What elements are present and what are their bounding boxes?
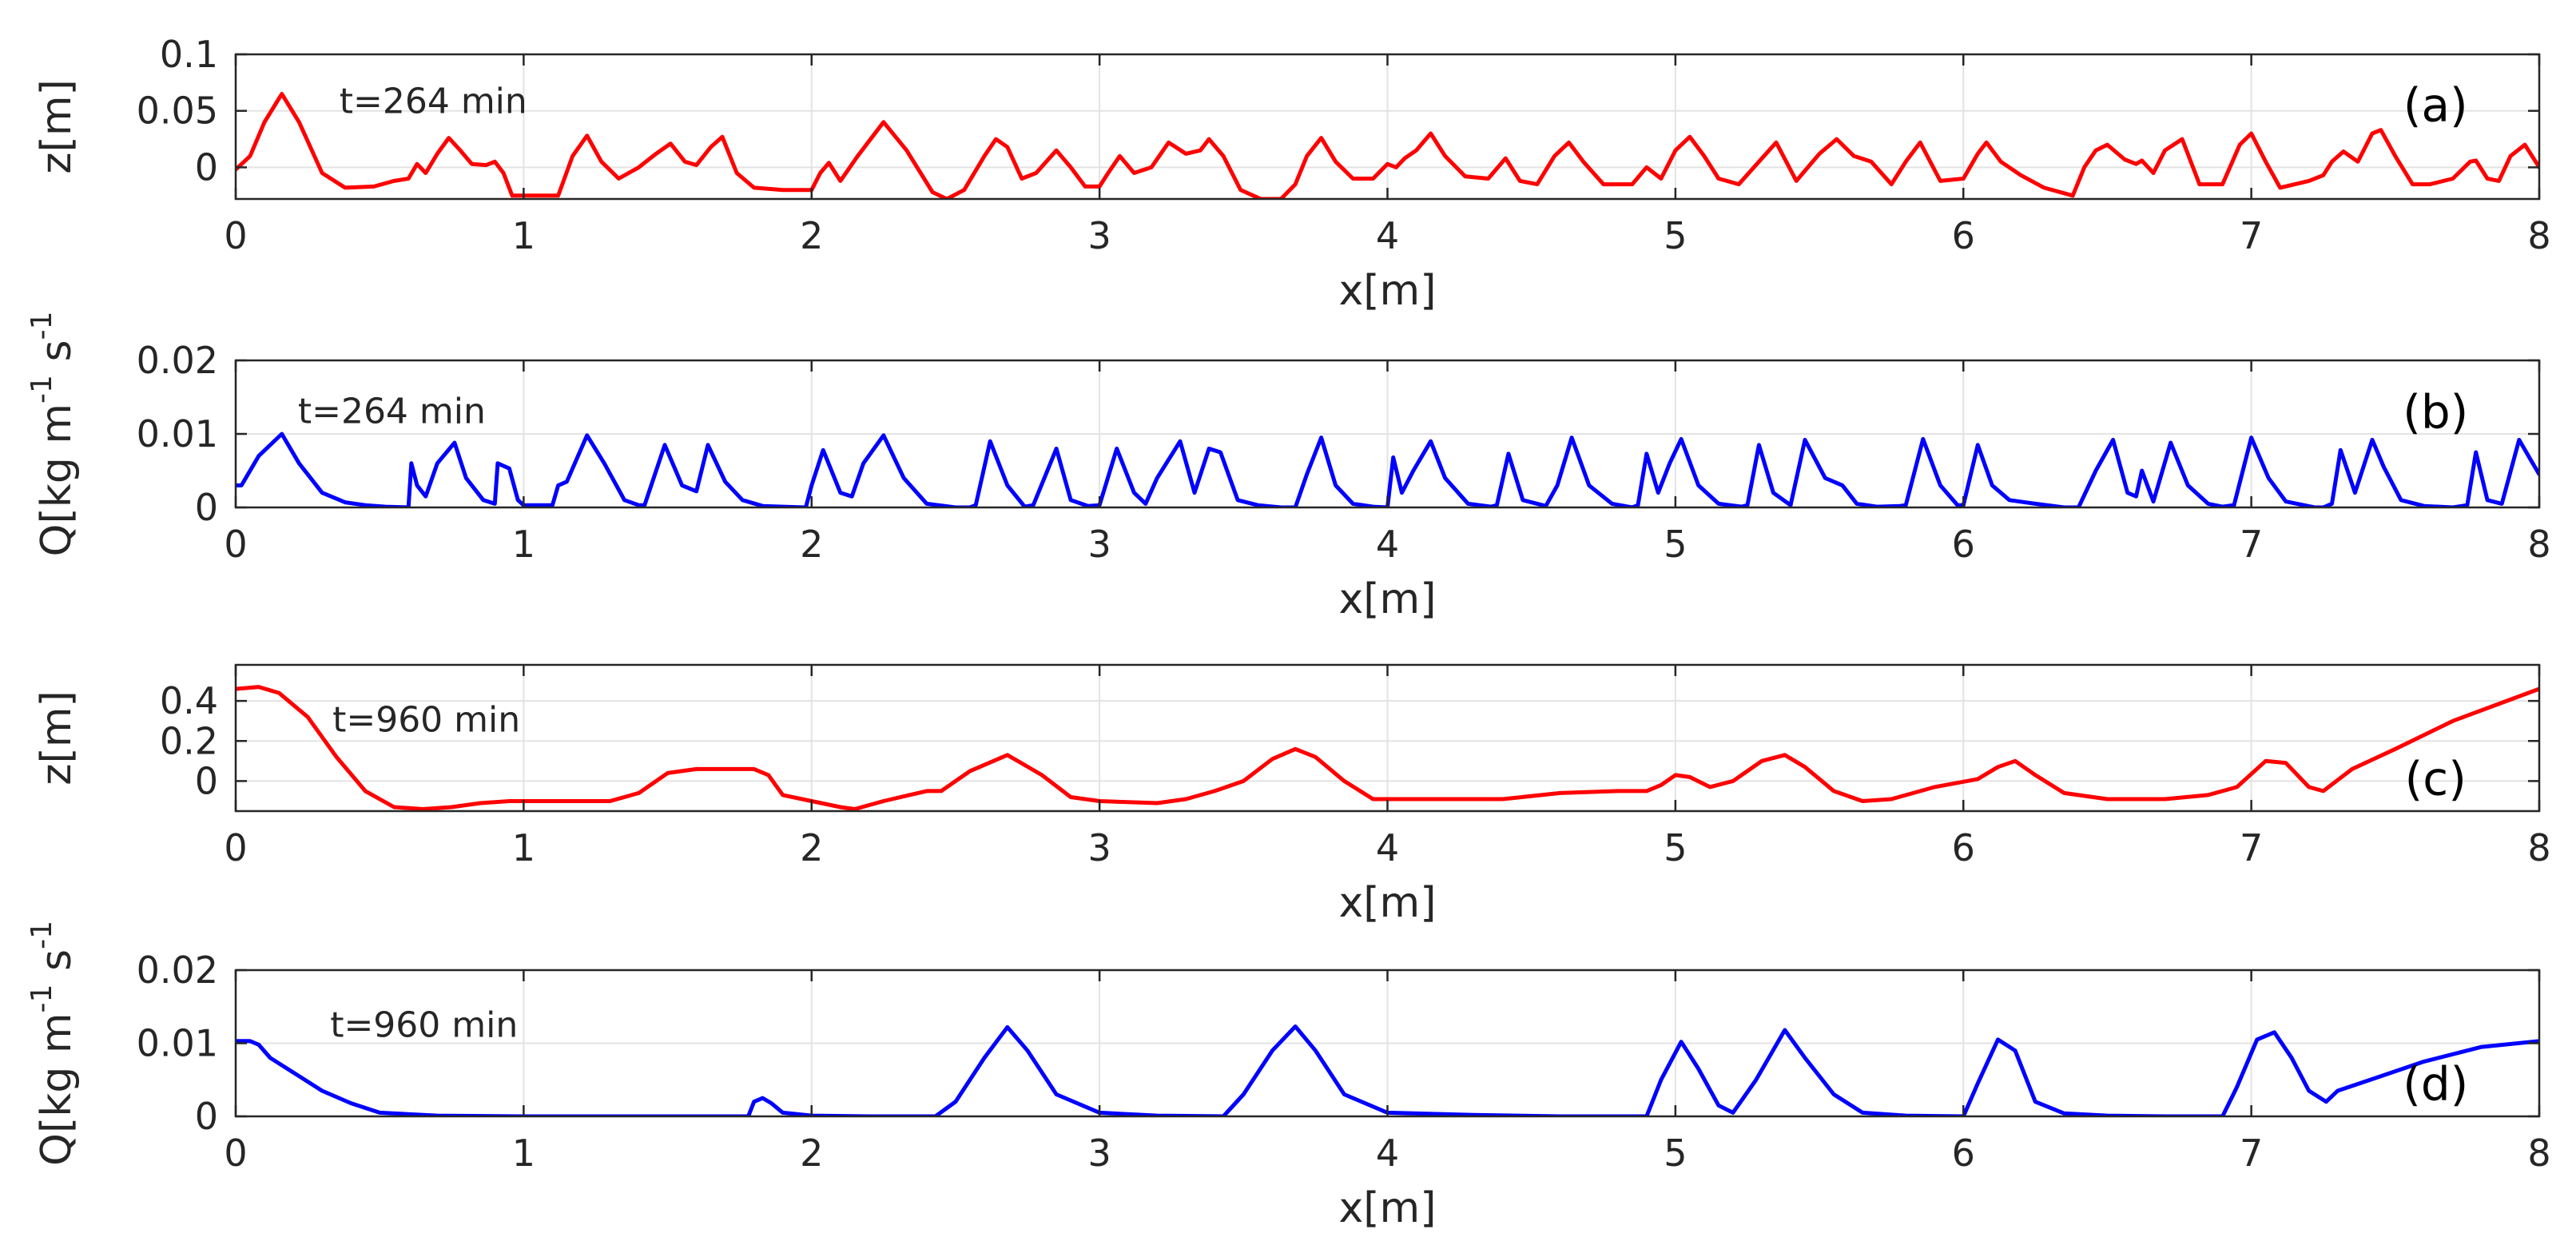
y-tick-label: 0	[195, 759, 218, 802]
x-axis-label: x[m]	[1338, 1184, 1436, 1232]
x-axis-label: x[m]	[1338, 267, 1436, 315]
x-tick-label: 6	[1952, 1132, 1975, 1175]
x-tick-label: 2	[800, 1132, 823, 1175]
y-axis-label: Q[kg m-1 s-1	[26, 921, 81, 1166]
x-tick-label: 4	[1376, 1132, 1399, 1175]
series-line	[236, 1024, 2539, 1116]
x-tick-label: 5	[1664, 826, 1687, 869]
x-tick-label: 3	[1087, 523, 1111, 566]
time-annotation: t=960 min	[330, 1005, 518, 1046]
x-tick-label: 5	[1664, 523, 1687, 566]
x-tick-label: 6	[1952, 214, 1975, 257]
panel-c: 0 1 2 3 4 5 6 7 800.20.4x[m]z[m] t=960 min(c)	[33, 663, 2551, 927]
y-tick-label: 0.2	[160, 719, 218, 762]
x-tick-label: 7	[2240, 1132, 2263, 1175]
panel-tag: (b)	[2403, 384, 2468, 439]
x-tick-label: 8	[2527, 523, 2550, 566]
series-line	[236, 92, 2539, 199]
x-tick-label: 1	[512, 523, 535, 566]
x-tick-label: 6	[1952, 523, 1975, 566]
y-axis-label: Q[kg m-1 s-1	[26, 312, 81, 557]
time-annotation: t=960 min	[332, 700, 520, 741]
y-axis-label: z[m]	[33, 79, 81, 174]
panel-b: 0 1 2 3 4 5 6 7 8 0 0.01 0.02 x[m] Q[kg m-1 s-1 t=264 …	[26, 312, 2551, 623]
x-tick-label: 1	[512, 214, 535, 257]
y-tick-label: 0.02	[137, 949, 218, 992]
x-tick-label: 5	[1664, 214, 1687, 257]
x-tick-label: 2	[800, 523, 823, 566]
y-axis-label: z[m]	[33, 690, 81, 786]
x-tick-label: 0	[224, 214, 247, 257]
series-line	[236, 432, 2539, 507]
y-tick-label: 0	[195, 1095, 218, 1138]
x-tick-label: 8	[2527, 1132, 2550, 1175]
y-tick-label: 0.01	[137, 1022, 218, 1065]
time-annotation: t=264 min	[298, 391, 486, 432]
x-tick-label: 0	[224, 826, 247, 869]
y-tick-label: 0	[195, 486, 218, 529]
x-tick-label: 1	[512, 1132, 535, 1175]
x-tick-label: 3	[1087, 826, 1111, 869]
x-tick-label: 2	[800, 826, 823, 869]
x-tick-label: 7	[2240, 214, 2263, 257]
panel-tag: (d)	[2403, 1057, 2468, 1112]
y-tick-label: 0	[195, 145, 218, 189]
x-tick-label: 4	[1376, 826, 1399, 869]
x-tick-label: 5	[1664, 1132, 1687, 1175]
x-tick-label: 7	[2240, 523, 2263, 566]
panel-tag: (c)	[2405, 752, 2467, 806]
x-tick-label: 0	[224, 523, 247, 566]
y-tick-label: 0.1	[160, 33, 218, 76]
x-tick-label: 6	[1952, 826, 1975, 869]
y-tick-label: 0.4	[160, 679, 218, 722]
y-tick-label: 0.02	[137, 339, 218, 382]
x-axis-label: x[m]	[1338, 575, 1436, 623]
panel-d: 0 1 2 3 4 5 6 7 8 0 0.01 0.02 x[m] Q[kg m-1 s-1 t=960 …	[26, 921, 2551, 1232]
x-tick-label: 1	[512, 826, 535, 869]
x-tick-label: 4	[1376, 214, 1399, 257]
x-tick-label: 2	[800, 214, 823, 257]
panel-a: 0 1 2 3 4 5 6 7 8 0 0.05 0.1 x[m] z[m] t=264 min (a)	[33, 33, 2551, 315]
panel-tag: (a)	[2403, 78, 2468, 132]
x-tick-label: 0	[224, 1132, 247, 1175]
x-tick-label: 8	[2527, 214, 2550, 257]
x-tick-label: 4	[1376, 523, 1399, 566]
y-tick-label: 0.01	[137, 412, 218, 455]
y-tick-label: 0.05	[137, 90, 218, 133]
x-tick-label: 3	[1087, 1132, 1111, 1175]
time-annotation: t=264 min	[340, 82, 527, 122]
x-axis-label: x[m]	[1338, 879, 1436, 927]
x-tick-label: 7	[2240, 826, 2263, 869]
x-tick-label: 3	[1087, 214, 1111, 257]
x-tick-label: 8	[2527, 826, 2550, 869]
series-line	[236, 685, 2539, 811]
